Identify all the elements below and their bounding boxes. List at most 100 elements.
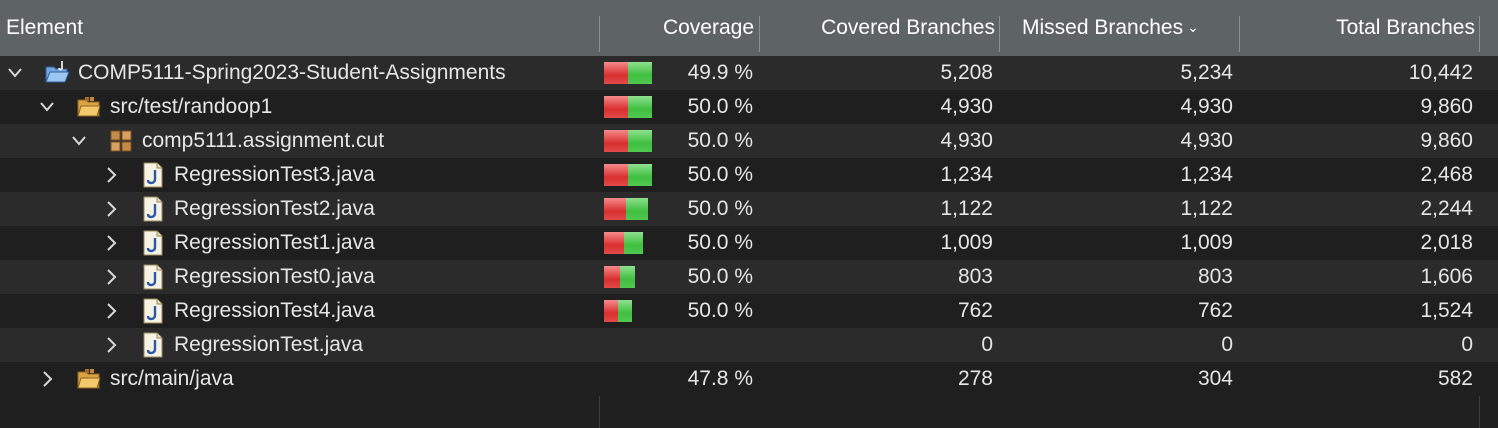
table-row[interactable]: RegressionTest3.java 50.0 % 1,234 1,234 2,46…	[0, 158, 1498, 192]
missed-branches-value: 4,930	[1180, 95, 1233, 118]
column-divider[interactable]	[759, 16, 760, 52]
column-divider[interactable]	[599, 16, 600, 52]
missed-branches-value: 5,234	[1180, 61, 1233, 84]
element-label: src/main/java	[110, 367, 234, 390]
total-branches-value: 10,442	[1408, 61, 1473, 84]
covered-portion	[628, 62, 652, 84]
coverage-value: 50.0 %	[687, 197, 753, 220]
chevron-right-icon[interactable]	[102, 294, 120, 328]
chevron-right-icon[interactable]	[38, 362, 56, 396]
missed-branches-value: 304	[1197, 367, 1233, 390]
covered-portion	[620, 266, 635, 288]
coverage-value: 50.0 %	[687, 231, 753, 254]
column-header-element[interactable]: Element	[6, 0, 83, 56]
table-row[interactable]: RegressionTest.java 0 0 0	[0, 328, 1498, 362]
covered-branches-value: 4,930	[940, 129, 993, 152]
chevron-right-icon[interactable]	[102, 328, 120, 362]
table-row[interactable]: COMP5111-Spring2023-Student-Assignments 4…	[0, 56, 1498, 90]
coverage-value: 50.0 %	[687, 299, 753, 322]
missed-branches-value: 0	[1221, 333, 1233, 356]
column-header-total-branches[interactable]: Total Branches	[1240, 0, 1475, 56]
missed-branches-value: 1,234	[1180, 163, 1233, 186]
covered-portion	[628, 130, 652, 152]
java-file-icon	[140, 264, 166, 290]
column-header-covered-label: Covered Branches	[821, 16, 995, 39]
element-label: comp5111.assignment.cut	[142, 129, 385, 152]
chevron-right-icon[interactable]	[102, 192, 120, 226]
chevron-right-icon[interactable]	[102, 260, 120, 294]
coverage-bar	[604, 266, 635, 288]
covered-branches-value: 0	[981, 333, 993, 356]
chevron-down-icon[interactable]	[70, 124, 88, 158]
table-row[interactable]: RegressionTest2.java 50.0 % 1,122 1,122 2,24…	[0, 192, 1498, 226]
coverage-bar	[604, 198, 648, 220]
missed-branches-value: 1,009	[1180, 231, 1233, 254]
column-header-covered-branches[interactable]: Covered Branches	[760, 0, 995, 56]
java-file-icon	[140, 298, 166, 324]
table-row[interactable]: RegressionTest4.java 50.0 % 762 762 1,524	[0, 294, 1498, 328]
covered-portion	[618, 300, 632, 322]
package-icon	[108, 128, 134, 154]
column-header-missed-branches[interactable]: Missed Branches ⌄	[1022, 0, 1199, 56]
covered-branches-value: 278	[957, 367, 993, 390]
column-header-coverage-label: Coverage	[662, 16, 754, 39]
coverage-value: 47.8 %	[687, 367, 753, 390]
total-branches-value: 2,468	[1420, 163, 1473, 186]
total-branches-value: 1,606	[1420, 265, 1473, 288]
covered-portion	[626, 198, 648, 220]
coverage-value: 50.0 %	[687, 95, 753, 118]
chevron-right-icon[interactable]	[102, 226, 120, 260]
missed-portion	[604, 266, 620, 288]
table-row[interactable]: comp5111.assignment.cut 50.0 % 4,930 4,930 9…	[0, 124, 1498, 158]
covered-portion	[628, 96, 652, 118]
missed-branches-value: 803	[1197, 265, 1233, 288]
table-row[interactable]: src/main/java 47.8 % 278 304 582	[0, 362, 1498, 396]
missed-portion	[604, 96, 628, 118]
covered-branches-value: 762	[957, 299, 993, 322]
coverage-value: 49.9 %	[687, 61, 753, 84]
coverage-value: 50.0 %	[687, 265, 753, 288]
missed-portion	[604, 300, 618, 322]
source-folder-icon	[76, 366, 102, 392]
column-header-total-label: Total Branches	[1336, 16, 1475, 39]
coverage-bar	[604, 130, 652, 152]
coverage-bar	[604, 96, 652, 118]
chevron-down-icon[interactable]	[6, 56, 24, 90]
covered-branches-value: 803	[957, 265, 993, 288]
column-divider[interactable]	[1479, 16, 1480, 52]
open-project-folder-icon	[44, 60, 70, 86]
coverage-value: 50.0 %	[687, 129, 753, 152]
java-file-icon	[140, 162, 166, 188]
element-label: RegressionTest.java	[174, 333, 364, 356]
java-file-icon	[140, 332, 166, 358]
missed-portion	[604, 62, 628, 84]
covered-branches-value: 5,208	[940, 61, 993, 84]
missed-portion	[604, 232, 624, 254]
coverage-bar	[604, 164, 652, 186]
chevron-down-icon[interactable]	[38, 90, 56, 124]
table-header: Element Coverage Covered Branches Missed…	[0, 0, 1498, 57]
sort-descending-icon: ⌄	[1187, 19, 1199, 35]
java-file-icon	[140, 230, 166, 256]
covered-portion	[628, 164, 652, 186]
chevron-right-icon[interactable]	[102, 158, 120, 192]
total-branches-value: 1,524	[1420, 299, 1473, 322]
column-header-element-label: Element	[6, 16, 84, 39]
missed-portion	[604, 130, 628, 152]
total-branches-value: 9,860	[1420, 129, 1473, 152]
covered-branches-value: 1,009	[940, 231, 993, 254]
java-file-icon	[140, 196, 166, 222]
total-branches-value: 0	[1461, 333, 1473, 356]
column-divider[interactable]	[999, 16, 1000, 52]
table-row[interactable]: RegressionTest1.java 50.0 % 1,009 1,009 2,01…	[0, 226, 1498, 260]
table-row[interactable]: RegressionTest0.java 50.0 % 803 803 1,606	[0, 260, 1498, 294]
total-branches-value: 2,244	[1420, 197, 1473, 220]
total-branches-value: 9,860	[1420, 95, 1473, 118]
column-header-coverage[interactable]: Coverage	[600, 0, 754, 56]
covered-branches-value: 1,234	[940, 163, 993, 186]
table-row[interactable]: src/test/randoop1 50.0 % 4,930 4,930 9,860	[0, 90, 1498, 124]
element-label: RegressionTest0.java	[174, 265, 375, 288]
column-divider[interactable]	[1239, 16, 1240, 52]
coverage-value: 50.0 %	[687, 163, 753, 186]
coverage-bar	[604, 300, 632, 322]
